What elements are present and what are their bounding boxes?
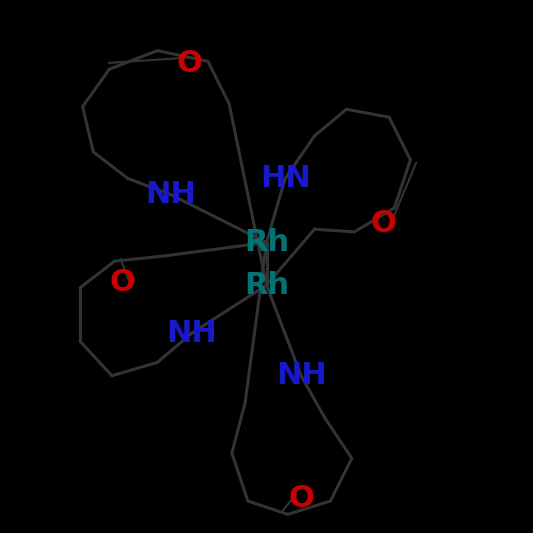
Text: Rh: Rh: [244, 271, 289, 300]
Text: HN: HN: [260, 164, 311, 193]
Text: O: O: [176, 50, 202, 78]
Text: NH: NH: [276, 361, 327, 390]
Text: Rh: Rh: [244, 228, 289, 257]
Text: O: O: [110, 268, 135, 297]
Text: O: O: [371, 209, 397, 238]
Text: NH: NH: [145, 180, 196, 209]
Text: O: O: [288, 484, 314, 513]
Text: NH: NH: [166, 319, 217, 348]
